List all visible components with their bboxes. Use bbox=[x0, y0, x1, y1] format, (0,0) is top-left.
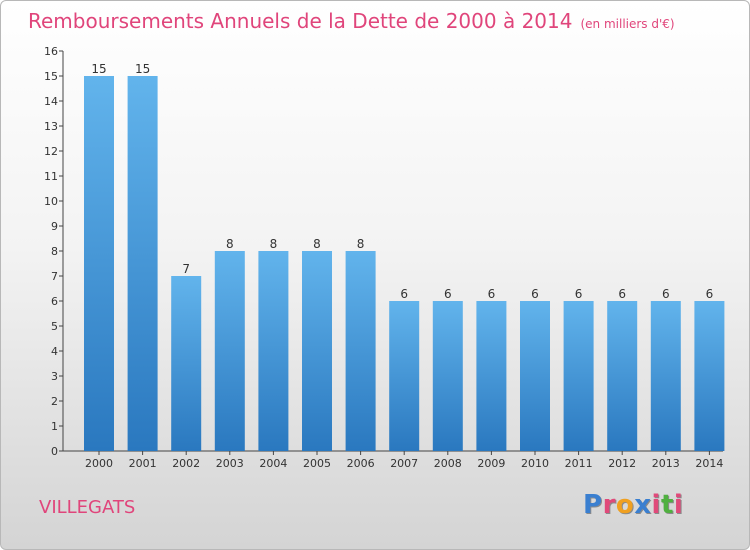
bar-value-label: 8 bbox=[270, 237, 278, 251]
x-tick-label: 2013 bbox=[652, 457, 680, 470]
bar bbox=[127, 76, 158, 451]
y-tick-label: 14 bbox=[44, 95, 58, 108]
bar bbox=[432, 301, 463, 451]
y-tick-label: 16 bbox=[44, 45, 58, 58]
bar-value-label: 6 bbox=[706, 287, 714, 301]
chart-subtitle: (en milliers d'€) bbox=[580, 17, 675, 31]
bar bbox=[694, 301, 725, 451]
y-tick-label: 4 bbox=[51, 345, 58, 358]
chart-title: Remboursements Annuels de la Dette de 20… bbox=[28, 9, 675, 33]
y-tick-label: 8 bbox=[51, 245, 58, 258]
logo-letter: t bbox=[660, 490, 674, 520]
y-tick-label: 3 bbox=[51, 370, 58, 383]
logo-letter: x bbox=[634, 490, 652, 520]
bar-value-label: 8 bbox=[357, 237, 365, 251]
proxiti-logo[interactable]: Proxiti bbox=[583, 490, 683, 520]
bar-value-label: 15 bbox=[135, 62, 150, 76]
bar-value-label: 6 bbox=[531, 287, 539, 301]
bar bbox=[476, 301, 507, 451]
chart-bars: 15 15 7 8 8 8 8 6 6 6 6 6 6 6 6 bbox=[84, 62, 725, 451]
logo-letter: i bbox=[673, 490, 684, 520]
bar-value-label: 6 bbox=[662, 287, 670, 301]
x-tick-label: 2001 bbox=[129, 457, 157, 470]
x-tick-label: 2009 bbox=[477, 457, 505, 470]
bar bbox=[607, 301, 638, 451]
bar bbox=[389, 301, 420, 451]
bar bbox=[520, 301, 550, 451]
x-tick-label: 2002 bbox=[172, 457, 200, 470]
bar bbox=[563, 301, 594, 451]
y-tick-label: 6 bbox=[51, 295, 58, 308]
logo-letter: i bbox=[651, 490, 661, 520]
bar-value-label: 6 bbox=[488, 287, 496, 301]
y-tick-label: 12 bbox=[44, 145, 58, 158]
bar bbox=[214, 251, 245, 451]
x-tick-label: 2000 bbox=[85, 457, 113, 470]
bar-value-label: 7 bbox=[182, 262, 190, 276]
x-tick-label: 2006 bbox=[347, 457, 375, 470]
y-tick-label: 10 bbox=[44, 195, 58, 208]
y-tick-label: 13 bbox=[44, 120, 58, 133]
bar bbox=[345, 251, 376, 451]
y-tick-label: 1 bbox=[51, 420, 58, 433]
logo-letter: P bbox=[583, 490, 603, 520]
bar bbox=[84, 76, 114, 451]
bar-value-label: 8 bbox=[313, 237, 321, 251]
bar bbox=[258, 251, 289, 451]
y-tick-label: 15 bbox=[44, 70, 58, 83]
x-tick-label: 2014 bbox=[695, 457, 723, 470]
y-tick-label: 11 bbox=[44, 170, 58, 183]
x-tick-label: 2010 bbox=[521, 457, 549, 470]
x-tick-label: 2012 bbox=[608, 457, 636, 470]
bar-value-label: 15 bbox=[91, 62, 106, 76]
x-tick-label: 2007 bbox=[390, 457, 418, 470]
x-tick-label: 2004 bbox=[259, 457, 287, 470]
bar bbox=[171, 276, 202, 451]
bar bbox=[650, 301, 681, 451]
logo-letter: r bbox=[602, 490, 616, 520]
bar-value-label: 6 bbox=[618, 287, 626, 301]
bar bbox=[302, 251, 332, 451]
x-tick-label: 2003 bbox=[216, 457, 244, 470]
y-tick-label: 9 bbox=[51, 220, 58, 233]
x-tick-label: 2011 bbox=[565, 457, 593, 470]
chart-title-text: Remboursements Annuels de la Dette de 20… bbox=[28, 9, 573, 33]
bar-value-label: 6 bbox=[444, 287, 452, 301]
bar-value-label: 6 bbox=[575, 287, 583, 301]
y-tick-label: 5 bbox=[51, 320, 58, 333]
y-tick-label: 0 bbox=[51, 445, 58, 458]
bar-value-label: 6 bbox=[400, 287, 408, 301]
bar-value-label: 8 bbox=[226, 237, 234, 251]
y-tick-label: 7 bbox=[51, 270, 58, 283]
x-tick-label: 2005 bbox=[303, 457, 331, 470]
logo-letter: o bbox=[615, 490, 635, 520]
y-tick-label: 2 bbox=[51, 395, 58, 408]
commune-name: VILLEGATS bbox=[39, 497, 136, 518]
x-tick-label: 2008 bbox=[434, 457, 462, 470]
